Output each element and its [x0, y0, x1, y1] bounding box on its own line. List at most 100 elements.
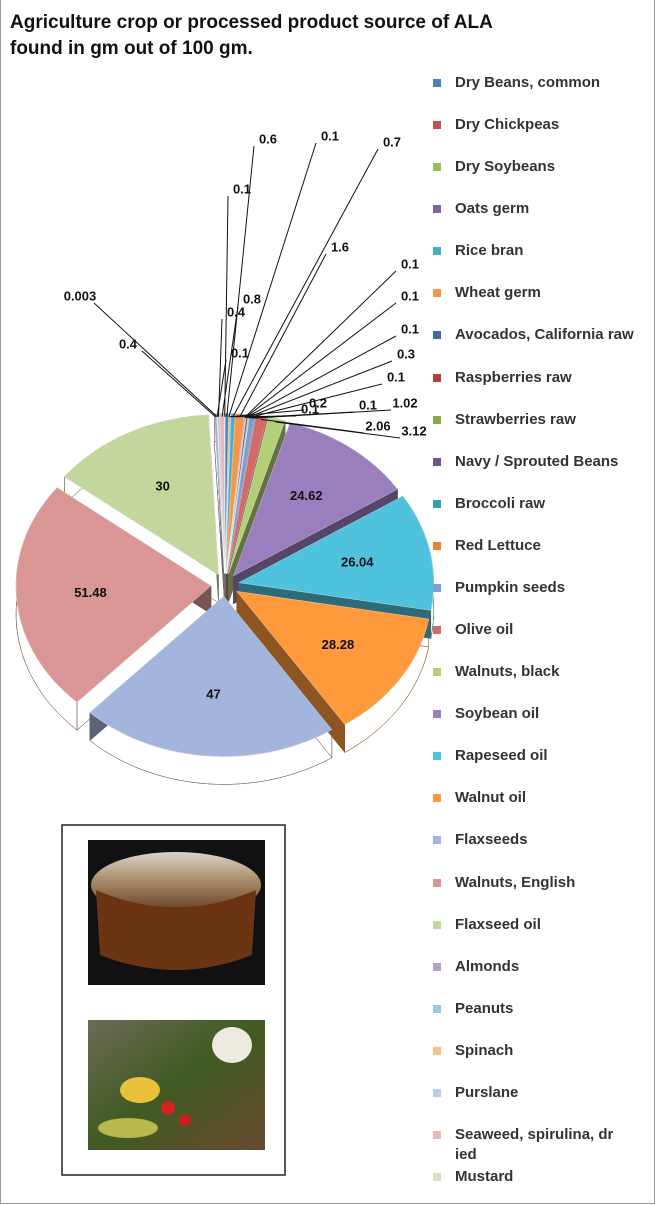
legend-swatch — [433, 205, 441, 214]
veg-banana — [98, 1118, 158, 1138]
leader-line — [251, 409, 392, 419]
legend-item: Strawberries raw — [433, 410, 638, 430]
legend-label: Rapeseed oil — [455, 747, 548, 765]
legend-item: Dry Beans, common — [433, 73, 638, 93]
legend-label: Rice bran — [455, 242, 524, 260]
leader-line — [275, 421, 401, 439]
data-label: 0.8 — [243, 291, 261, 306]
leader-line — [245, 335, 397, 419]
legend-item: Dry Soybeans — [433, 157, 638, 177]
data-label: 0.1 — [401, 321, 419, 336]
legend-item: Rice bran — [433, 241, 638, 261]
legend-label: Oats germ — [455, 200, 530, 218]
legend-swatch — [433, 1131, 441, 1139]
legend-label: Navy / Sprouted Beans — [455, 452, 619, 470]
slice — [238, 496, 434, 611]
slice — [233, 422, 398, 577]
legend-swatch — [433, 289, 441, 298]
legend-swatch — [433, 878, 441, 887]
veg-cauliflower — [212, 1027, 252, 1063]
leader-line — [218, 318, 223, 417]
legend-item: Flaxseeds — [433, 830, 638, 850]
legend-swatch — [433, 247, 441, 256]
legend-label: Broccoli raw — [455, 494, 546, 512]
legend-item: Raspberries raw — [433, 368, 638, 388]
legend-label: Walnuts, English — [455, 873, 576, 891]
veg-tomato — [161, 1101, 175, 1115]
data-label: 2.06 — [365, 418, 390, 433]
legend-label: Flaxseeds — [455, 831, 528, 849]
data-label: 0.1 — [321, 128, 339, 143]
leader-line — [244, 302, 397, 418]
legend-label: Wheat germ — [455, 284, 541, 302]
data-label: 3.12 — [401, 423, 426, 438]
legend-label: Dry Beans, common — [455, 74, 601, 91]
legend-item: Seaweed, spirulina, dr ied — [433, 1125, 638, 1165]
legend-item: Broccoli raw — [433, 494, 638, 514]
legend-label: Purslane — [455, 1083, 519, 1101]
legend-label: Almonds — [455, 957, 520, 975]
slice — [219, 413, 225, 574]
data-label: 0.4 — [227, 304, 246, 319]
legend-item: Almonds — [433, 957, 638, 977]
legend-label: Olive oil — [455, 621, 514, 639]
legend-item: Flaxseed oil — [433, 915, 638, 935]
data-label: 0.4 — [119, 336, 138, 351]
data-label: 0.1 — [359, 397, 377, 412]
data-label: 0.7 — [383, 134, 401, 149]
data-label: 0.1 — [301, 401, 319, 416]
legend-item: Wheat germ — [433, 283, 638, 303]
legend-label: Dry Chickpeas — [455, 116, 560, 134]
data-label: 0.1 — [401, 288, 419, 303]
legend-swatch — [433, 1088, 441, 1097]
legend-label: Spinach — [455, 1041, 514, 1059]
legend-item: Pumpkin seeds — [433, 578, 638, 598]
legend-label: Mustard — [455, 1168, 514, 1186]
slice — [64, 414, 219, 576]
legend-swatch — [433, 1004, 441, 1013]
legend-item: Purslane — [433, 1083, 638, 1103]
legend-item: Red Lettuce — [433, 536, 638, 556]
legend-swatch — [433, 1046, 441, 1055]
legend-label: Peanuts — [455, 999, 514, 1017]
data-label: 1.02 — [392, 395, 417, 410]
legend-item: Dry Chickpeas — [433, 115, 638, 135]
legend-swatch — [433, 163, 441, 172]
legend-swatch — [433, 457, 441, 466]
leader-line — [228, 142, 317, 417]
legend-swatch — [433, 668, 441, 677]
legend-swatch — [433, 583, 441, 592]
legend-item: Olive oil — [433, 620, 638, 640]
legend-swatch — [433, 920, 441, 929]
veg-pepper — [120, 1077, 160, 1103]
legend-swatch — [433, 415, 441, 424]
leader-line — [248, 383, 383, 419]
data-label: 0.1 — [401, 256, 419, 271]
legend-item: Peanuts — [433, 999, 638, 1019]
legend-item: Walnuts, black — [433, 662, 638, 682]
legend-swatch — [433, 499, 441, 508]
legend-item: Mustard — [433, 1167, 638, 1187]
leader-line — [239, 253, 327, 418]
chart-title: Agriculture crop or processed product so… — [10, 12, 493, 59]
legend-label: Red Lettuce — [455, 536, 541, 554]
slice — [225, 413, 245, 574]
data-label: 51.48 — [74, 585, 107, 600]
slice — [228, 417, 286, 574]
legend-label: Walnuts, black — [455, 663, 560, 681]
legend-item: Rapeseed oil — [433, 746, 638, 766]
slice — [225, 413, 236, 574]
legend-label: Flaxseed oil — [455, 915, 541, 933]
legend-swatch — [433, 752, 441, 761]
legend-swatch — [433, 626, 441, 635]
legend-swatch — [433, 962, 441, 971]
slice — [15, 487, 212, 703]
data-label: 0.1 — [231, 345, 249, 360]
legend-label: Dry Soybeans — [455, 158, 556, 176]
data-label: 24.62 — [290, 488, 323, 503]
leader-line — [224, 195, 229, 417]
legend-swatch — [433, 79, 441, 87]
leader-line — [141, 350, 216, 418]
leader-line — [226, 145, 255, 417]
legend-swatch — [433, 373, 441, 382]
